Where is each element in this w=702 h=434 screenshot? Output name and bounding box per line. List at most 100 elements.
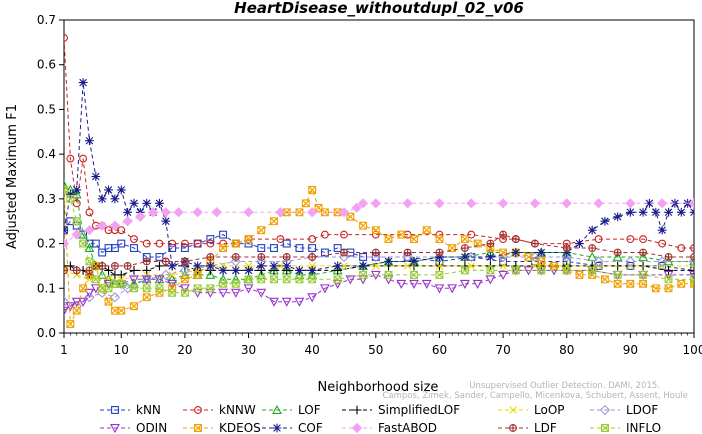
series-inflo	[64, 185, 694, 297]
data-point-fastabod	[657, 198, 668, 209]
data-point-knnw	[180, 239, 189, 248]
data-point-ldf	[511, 235, 520, 243]
data-point-inflo	[486, 266, 495, 275]
data-point-ldf	[206, 253, 215, 261]
data-point-inflo	[562, 266, 571, 275]
data-point-inflo	[257, 275, 266, 284]
data-point-fastabod	[466, 198, 477, 209]
data-point-knnw	[142, 239, 151, 248]
data-point-odin	[307, 293, 318, 303]
data-point-inflo	[308, 275, 317, 284]
data-point-simplifiedlof	[116, 270, 126, 280]
data-point-odin	[409, 279, 419, 289]
data-point-kdeos	[270, 217, 278, 226]
legend-label-inflo: INFLO	[626, 421, 661, 434]
y-tick-label: 0.7	[37, 13, 56, 27]
data-point-inflo	[91, 275, 100, 284]
data-point-knnw	[193, 239, 202, 248]
legend-marker-inflo	[601, 424, 609, 432]
data-point-inflo	[117, 279, 126, 288]
watermark-line-2: Unsupervised Outlier Detection. DAMI, 20…	[469, 381, 660, 391]
data-point-kdeos	[142, 293, 151, 302]
legend-label-odin: ODIN	[136, 421, 167, 434]
data-point-knn	[282, 239, 291, 248]
legend-item-lof: LOF	[262, 403, 321, 417]
data-point-inflo	[690, 275, 694, 284]
series-fastabod	[64, 198, 694, 249]
data-point-fastabod	[275, 207, 286, 218]
data-point-inflo	[64, 185, 68, 194]
data-point-cof	[193, 261, 203, 271]
data-point-cof	[307, 266, 317, 275]
data-point-cof	[161, 216, 171, 226]
data-point-cof	[129, 198, 139, 208]
data-point-ldf	[530, 239, 539, 248]
legend-label-simplifiedlof: SimplifiedLOF	[378, 403, 460, 417]
data-point-cof	[638, 207, 648, 217]
y-tick-label: 0.5	[37, 102, 56, 116]
data-point-odin	[129, 275, 139, 285]
data-point-cof	[409, 257, 419, 266]
data-point-fastabod	[561, 198, 572, 209]
data-point-kdeos	[422, 226, 431, 235]
data-point-odin	[396, 279, 407, 289]
legend-marker-fastabod	[351, 422, 363, 434]
data-point-lof	[129, 278, 139, 288]
data-point-loop	[499, 262, 507, 270]
data-point-cof	[85, 136, 94, 146]
data-point-kdeos	[72, 306, 81, 315]
data-point-knn	[180, 244, 189, 252]
data-point-ldf	[664, 253, 673, 261]
data-point-kdeos	[91, 261, 100, 270]
data-point-knnw	[626, 235, 635, 244]
data-point-simplifiedlof	[104, 266, 113, 275]
data-point-lof	[167, 274, 178, 284]
data-point-knn	[98, 248, 107, 257]
data-point-knnw	[219, 239, 228, 248]
data-point-fastabod	[434, 198, 445, 209]
series-ldof	[64, 251, 694, 312]
data-point-odin	[167, 279, 178, 289]
data-point-kdeos	[180, 275, 189, 284]
data-point-inflo	[511, 266, 520, 275]
legend-marker-simplifiedlof	[352, 405, 362, 415]
series-odin	[64, 266, 694, 316]
data-point-knn	[244, 239, 253, 248]
data-point-cof	[282, 261, 292, 271]
data-point-kdeos	[664, 284, 673, 293]
data-point-cof	[123, 207, 133, 217]
data-point-cof	[116, 185, 126, 195]
legend-item-inflo: INFLO	[590, 421, 661, 434]
data-point-ldf	[588, 244, 597, 252]
data-point-ldof	[370, 251, 381, 263]
data-point-kdeos	[193, 270, 202, 279]
data-point-inflo	[85, 257, 94, 266]
y-tick-label: 0.0	[37, 326, 56, 340]
data-point-lof	[84, 242, 95, 252]
data-point-fastabod	[307, 207, 318, 218]
data-point-loop	[531, 262, 539, 270]
data-point-ldof	[466, 251, 477, 263]
series-cof	[64, 78, 694, 275]
data-point-odin	[179, 284, 190, 294]
data-point-knnw	[658, 239, 667, 248]
data-point-knn	[91, 239, 100, 248]
data-point-cof	[657, 225, 667, 235]
data-point-knnw	[467, 230, 476, 239]
legend-marker-loop	[509, 406, 517, 414]
legend-label-fastabod: FastABOD	[378, 421, 437, 434]
data-point-inflo	[66, 194, 75, 203]
data-point-fastabod	[529, 198, 541, 209]
data-point-fastabod	[243, 207, 254, 218]
data-point-knnw	[320, 230, 329, 239]
data-point-cof	[664, 207, 673, 217]
data-point-cof	[575, 239, 584, 248]
data-point-ldf	[460, 244, 469, 252]
data-point-ldof	[84, 292, 95, 303]
data-point-lof	[64, 180, 69, 190]
data-point-kdeos	[677, 279, 686, 288]
data-point-ldf	[64, 266, 68, 275]
data-point-knn	[257, 244, 266, 252]
series-line-lof	[64, 184, 694, 285]
data-point-inflo	[613, 270, 622, 279]
